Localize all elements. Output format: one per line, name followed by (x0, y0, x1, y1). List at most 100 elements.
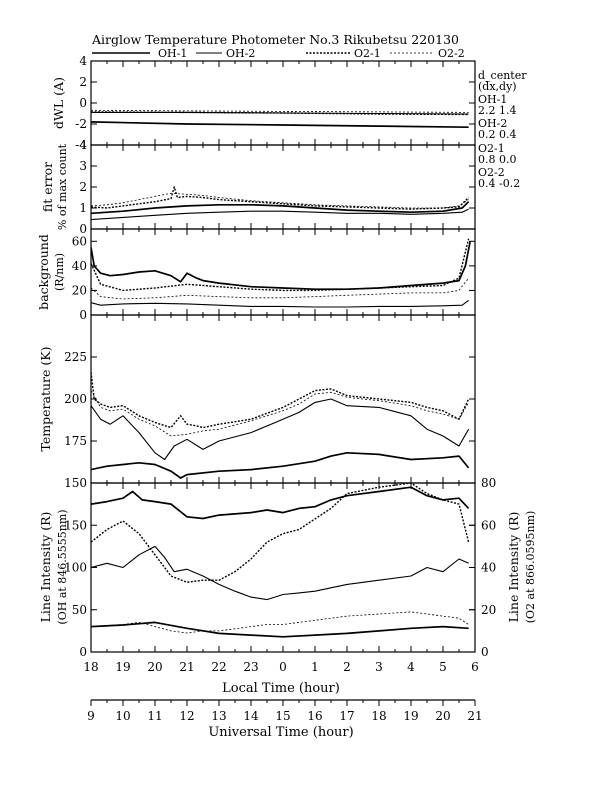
panel-5-ytick-label: 150 (64, 518, 87, 532)
panel-1-frame (90, 60, 476, 146)
universal-time-label: Universal Time (hour) (208, 725, 353, 740)
universal-time-tick-label: 11 (147, 709, 162, 723)
panel-4-ytick-label: 200 (64, 392, 87, 406)
panel-2-ytick-label: 0 (79, 222, 87, 236)
panel-5-ytick-label: 50 (72, 603, 87, 617)
local-time-tick-label: 3 (375, 660, 383, 674)
side-annotations: d_center (dx,dy) OH-1 2.2 1.4 OH-2 0.2 0… (478, 69, 527, 190)
panel-5-ytick-right-label: 80 (481, 476, 496, 490)
panel-5-series-oh-1-low (91, 621, 469, 638)
panel-2-series-oh-1 (91, 201, 470, 215)
local-time-tick-label: 0 (279, 660, 287, 674)
panel-4-ytick-label: 150 (64, 476, 87, 490)
panel-5-series-oh-2 (91, 545, 469, 601)
panel-5-ytick-right-label: 0 (481, 645, 489, 659)
panel-1-ytick-label: 2 (79, 75, 87, 89)
universal-time-tick-label: 12 (179, 709, 194, 723)
panel-1-series-o2-1 (91, 111, 469, 116)
panel-3-ylabel2: (R/nm) (53, 253, 66, 291)
local-time-tick-label: 19 (115, 660, 130, 674)
panel-5-ytick-label: 100 (64, 561, 87, 575)
panel-2-ytick-label: 4 (79, 138, 87, 152)
panel-2-ytick-label: 2 (79, 180, 87, 194)
local-time-tick-label: 21 (179, 660, 194, 674)
universal-time-tick-label: 9 (87, 709, 95, 723)
panel-1-ytick-label: 0 (79, 96, 87, 110)
plot-layer: 420-2-4432106040200225200175150150100500… (64, 54, 496, 723)
panel-3-series-oh-1 (91, 241, 472, 291)
o22-offset-label: O2-2 (478, 166, 505, 179)
d-center-label: d_center (478, 69, 527, 82)
panel-4-ytick-label: 225 (64, 350, 87, 364)
chart-title: Airglow Temperature Photometer No.3 Riku… (91, 32, 459, 47)
panel-1-ytick-label: 4 (79, 54, 87, 68)
panel-4-series-o2-1 (91, 372, 470, 429)
oh1-offset-label: OH-1 (478, 93, 507, 106)
panel-5-series-oh-1 (91, 486, 470, 520)
panel-4-ylabel: Temperature (K) (38, 347, 53, 452)
legend: OH-1 OH-2 O2-1 O2-2 (92, 47, 465, 60)
local-time-tick-label: 1 (311, 660, 319, 674)
panel-5-frame (90, 482, 476, 653)
local-time-tick-label: 23 (243, 660, 258, 674)
local-time-tick-label: 18 (83, 660, 98, 674)
panel-4-frame (90, 314, 476, 484)
universal-time-tick-label: 21 (467, 709, 482, 723)
universal-time-tick-label: 19 (403, 709, 418, 723)
panel-2-series-o2-1 (91, 186, 470, 210)
panel-4-series-oh-1 (91, 451, 470, 479)
panel-2-ytick-label: 1 (79, 201, 87, 215)
panel-2-series-o2-2 (91, 192, 469, 209)
panel-5-series-o2-1 (91, 483, 470, 583)
legend-label-oh2: OH-2 (226, 47, 255, 60)
local-time-label: Local Time (hour) (222, 681, 340, 696)
universal-time-tick-label: 16 (307, 709, 322, 723)
panel-5-ytick-right-label: 60 (481, 518, 496, 532)
local-time-tick-label: 20 (147, 660, 162, 674)
panel-2-series-oh-2 (91, 208, 469, 221)
panel-1-ytick-label: -4 (75, 138, 87, 152)
panel-2-ytick-label: 3 (79, 159, 87, 173)
panel-1-ylabel: dWL (A) (51, 77, 66, 129)
panel-2-frame (90, 144, 476, 230)
panel-5-series-o2-2 (91, 611, 469, 634)
legend-label-oh1: OH-1 (158, 47, 187, 60)
legend-label-o22: O2-2 (438, 47, 465, 60)
universal-time-tick-label: 17 (339, 709, 354, 723)
panel-1-ytick-label: -2 (75, 117, 87, 131)
panel-3-series-oh-2 (91, 299, 469, 308)
panel-5-ylabel: Line Intensity (R) (38, 512, 53, 623)
panel-5-ylabel-right2: (O2 at 866.0595nm) (524, 511, 537, 624)
local-time-tick-label: 22 (211, 660, 226, 674)
universal-time-tick-label: 13 (211, 709, 226, 723)
universal-time-tick-label: 15 (275, 709, 290, 723)
panel-1-series-o2-2 (91, 109, 469, 113)
oh2-offset-label: OH-2 (478, 117, 507, 130)
panel-2-ylabel: fit error (40, 162, 55, 212)
panel-4-series-o2-2 (91, 390, 469, 437)
oh2-offset-values: 0.2 0.4 (478, 128, 516, 141)
panel-3-ytick-label: 60 (72, 234, 87, 248)
panel-5-ytick-label: 0 (79, 645, 87, 659)
o21-offset-values: 0.8 0.0 (478, 153, 516, 166)
local-time-tick-label: 5 (439, 660, 447, 674)
panel-3-ytick-label: 20 (72, 283, 87, 297)
oh1-offset-values: 2.2 1.4 (478, 104, 516, 117)
panel-3-series-o2-2 (91, 277, 469, 300)
o22-offset-values: 0.4 -0.2 (478, 177, 520, 190)
panel-5-ytick-right-label: 20 (481, 603, 496, 617)
panel-1-series-oh-1 (91, 121, 469, 129)
panel-2-ylabel2: % of max count (56, 143, 69, 230)
universal-time-tick-label: 20 (435, 709, 450, 723)
panel-5-ylabel2: (OH at 846.5555nm) (56, 509, 69, 624)
universal-time-tick-label: 10 (115, 709, 130, 723)
dxdy-label: (dx,dy) (478, 80, 517, 93)
panel-3-ytick-label: 0 (79, 308, 87, 322)
panel-3-ytick-label: 40 (72, 259, 87, 273)
panel-3-ylabel: background (36, 234, 51, 310)
universal-time-tick-label: 18 (371, 709, 386, 723)
panel-5-ylabel-right: Line Intensity (R) (506, 512, 521, 623)
local-time-tick-label: 4 (407, 660, 415, 674)
o21-offset-label: O2-1 (478, 142, 505, 155)
